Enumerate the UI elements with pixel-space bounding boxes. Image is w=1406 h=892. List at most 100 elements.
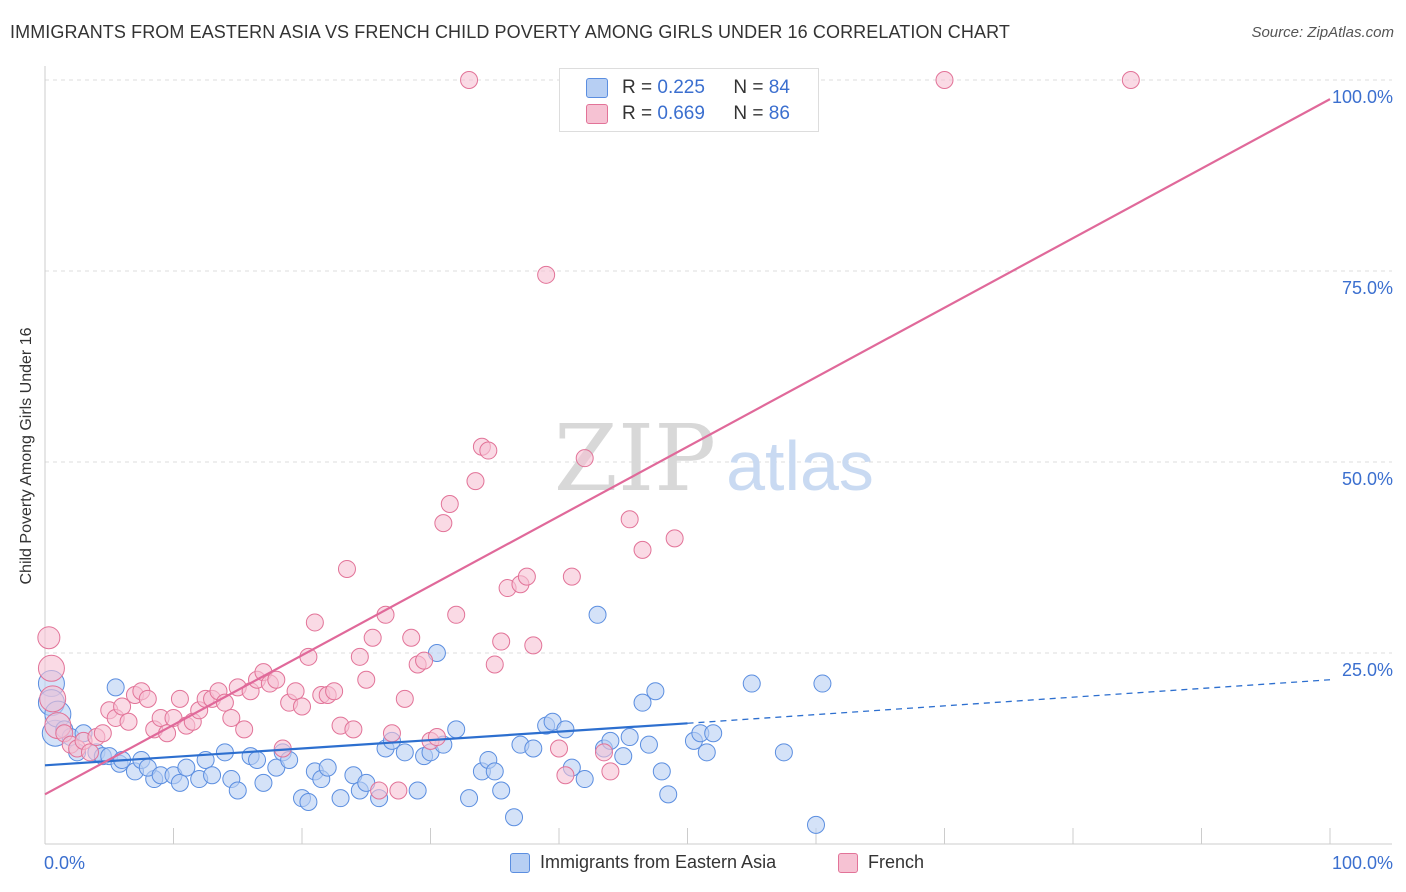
french-point: [382, 724, 401, 743]
french-point: [575, 449, 594, 468]
french-point: [485, 655, 504, 674]
eastern-asia-point: [704, 724, 723, 743]
french-point: [633, 540, 652, 559]
french-point: [460, 71, 479, 89]
french-point: [337, 559, 356, 578]
french-point: [440, 495, 459, 514]
x-tick-label: 0.0%: [44, 853, 85, 873]
blue-swatch-icon: [586, 78, 608, 98]
eastern-asia-point: [652, 762, 671, 781]
y-tick-label: 100.0%: [1332, 87, 1393, 107]
french-point: [305, 613, 324, 632]
y-tick-label: 75.0%: [1342, 278, 1393, 298]
french-point: [267, 670, 286, 689]
french-point: [550, 739, 568, 758]
eastern-asia-point: [460, 789, 479, 808]
y-axis-label: Child Poverty Among Girls Under 16: [18, 327, 35, 585]
french-point: [37, 626, 61, 650]
y-tick-label: 25.0%: [1342, 660, 1393, 680]
eastern-asia-point: [659, 785, 678, 804]
french-point: [376, 605, 395, 624]
legend-item-french: French: [838, 852, 924, 873]
eastern-asia-point: [203, 766, 222, 785]
eastern-asia-point: [318, 758, 337, 777]
eastern-asia-point: [588, 605, 607, 624]
legend-row-french: R = 0.669 N = 86: [586, 103, 790, 125]
french-point: [39, 685, 67, 713]
french-point: [93, 724, 112, 743]
legend-label: Immigrants from Eastern Asia: [540, 852, 777, 872]
french-point: [170, 689, 189, 708]
eastern-asia-point: [774, 743, 793, 762]
french-point: [594, 743, 613, 762]
french-point: [370, 781, 389, 800]
french-point: [601, 762, 620, 781]
french-point: [37, 654, 65, 682]
pink-swatch-icon: [838, 852, 858, 873]
eastern-asia-point: [170, 773, 189, 792]
watermark-atlas: atlas: [726, 427, 874, 505]
eastern-asia-point: [807, 815, 825, 834]
eastern-asia-point: [742, 674, 761, 693]
eastern-asia-point: [639, 735, 658, 754]
french-point: [389, 781, 408, 800]
french-point: [395, 689, 414, 708]
french-point: [556, 766, 575, 785]
eastern-asia-point: [697, 743, 716, 762]
correlation-legend: R = 0.225 N = 84 R = 0.669 N = 86: [559, 68, 819, 132]
eastern-asia-point: [646, 682, 665, 701]
eastern-asia-point: [331, 789, 350, 808]
chart-title: IMMIGRANTS FROM EASTERN ASIA VS FRENCH C…: [10, 22, 1010, 42]
eastern-asia-point: [447, 720, 466, 739]
pink-swatch-icon: [586, 104, 608, 124]
french-point: [447, 605, 466, 624]
french-point: [138, 689, 157, 708]
n-value: 84: [768, 77, 790, 98]
french-point: [363, 628, 382, 647]
eastern-asia-trend-line: [44, 722, 688, 767]
french-point: [562, 567, 581, 586]
french-point: [665, 529, 684, 548]
french-point: [524, 636, 543, 655]
french-point: [344, 720, 363, 739]
gridlines: [45, 79, 1392, 654]
french-point: [415, 651, 434, 670]
eastern-asia-point: [813, 674, 832, 693]
eastern-asia-trend-extension: [687, 679, 1331, 724]
eastern-asia-point: [299, 792, 318, 811]
watermark: ZIP atlas: [554, 405, 874, 512]
french-point: [427, 728, 446, 747]
eastern-asia-point: [395, 743, 414, 762]
eastern-asia-point: [228, 781, 247, 800]
french-point: [402, 628, 421, 647]
eastern-asia-point: [177, 758, 196, 777]
eastern-asia-point: [575, 770, 594, 789]
legend-label: French: [868, 852, 925, 872]
r-value: 0.669: [657, 103, 705, 124]
french-point: [434, 514, 453, 533]
eastern-asia-point: [556, 720, 575, 739]
french-point: [537, 265, 556, 284]
french-point: [325, 682, 344, 701]
french-point: [119, 712, 138, 731]
eastern-asia-point: [620, 728, 639, 747]
r-label: R =: [622, 103, 653, 124]
source-credit: Source: ZipAtlas.com: [1251, 24, 1394, 41]
eastern-asia-point: [254, 773, 273, 792]
french-point: [935, 71, 954, 89]
french-point: [620, 510, 639, 529]
french-point: [1121, 71, 1140, 89]
french-point: [235, 720, 254, 739]
french-point: [357, 670, 376, 689]
legend-row-eastern-asia: R = 0.225 N = 84: [586, 77, 790, 99]
n-label: N =: [733, 77, 764, 98]
eastern-asia-point: [248, 750, 267, 769]
french-point: [479, 441, 498, 460]
french-point: [286, 682, 305, 701]
tick-labels: 25.0% 50.0% 75.0% 100.0% 0.0% 100.0%: [44, 87, 1393, 873]
eastern-asia-point: [633, 693, 652, 712]
eastern-asia-point: [614, 747, 633, 766]
eastern-asia-point: [485, 762, 504, 781]
eastern-asia-point: [524, 739, 543, 758]
